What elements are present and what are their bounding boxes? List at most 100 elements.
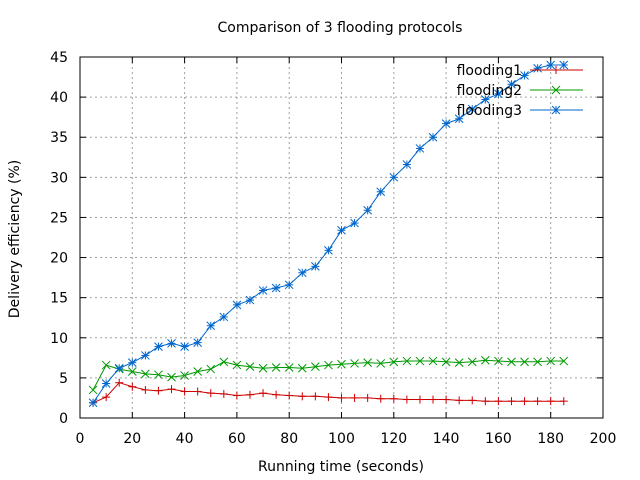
marker-stroke	[363, 205, 373, 215]
data-point	[245, 362, 255, 372]
data-point	[193, 367, 203, 376]
data-point	[259, 389, 268, 398]
marker-stroke	[415, 356, 425, 366]
legend-item-flooding1: flooding1	[457, 63, 583, 79]
marker-stroke	[480, 95, 490, 104]
y-tick-label: 25	[50, 210, 68, 226]
data-point	[559, 60, 569, 70]
marker-stroke	[245, 295, 255, 305]
data-point	[154, 342, 163, 351]
marker-stroke	[467, 357, 477, 367]
data-point	[494, 356, 503, 366]
data-point	[337, 225, 346, 235]
data-point	[324, 360, 333, 370]
data-point	[284, 363, 294, 372]
data-point	[232, 391, 241, 400]
marker-stroke	[415, 144, 425, 153]
data-point	[193, 387, 202, 396]
data-point	[546, 60, 556, 70]
marker-stroke	[533, 63, 542, 73]
x-tick-label: 180	[537, 431, 564, 447]
legend-item-flooding3: flooding3	[457, 103, 583, 119]
marker-stroke	[480, 355, 490, 365]
data-point	[520, 357, 529, 367]
data-point	[219, 389, 228, 398]
data-point	[551, 85, 561, 95]
marker-stroke	[127, 367, 137, 376]
x-tick-label: 160	[485, 431, 512, 447]
data-point	[206, 389, 215, 398]
marker-stroke	[127, 358, 137, 368]
data-point	[507, 79, 516, 89]
data-point	[193, 338, 203, 347]
data-point	[310, 362, 320, 372]
data-point	[324, 245, 333, 255]
data-point	[285, 391, 294, 400]
marker-stroke	[193, 338, 203, 347]
marker-stroke	[271, 363, 281, 372]
marker-stroke	[180, 371, 189, 380]
y-tick-label: 35	[50, 130, 68, 146]
data-point	[454, 114, 464, 124]
data-point	[481, 397, 490, 406]
axis-ticks: 0 20 40 60 80 100 120 140 160 180 200 0 5 10 15 20 25 30 3…	[50, 50, 616, 447]
data-point	[533, 397, 542, 406]
data-point	[101, 360, 111, 370]
marker-stroke	[441, 119, 451, 128]
marker-stroke	[520, 71, 529, 80]
marker-stroke	[284, 363, 294, 372]
marker-stroke	[245, 362, 255, 372]
data-point	[297, 268, 307, 278]
y-tick-label: 5	[59, 371, 68, 387]
marker-stroke	[154, 370, 163, 380]
data-point	[520, 397, 529, 406]
data-point	[480, 355, 490, 365]
data-point	[310, 262, 320, 271]
data-point	[520, 71, 529, 80]
data-point	[428, 356, 438, 366]
marker-stroke	[441, 357, 451, 367]
marker-stroke	[284, 280, 294, 290]
data-point	[468, 396, 477, 405]
marker-stroke	[376, 187, 386, 197]
marker-stroke	[154, 342, 163, 351]
data-point	[128, 382, 137, 391]
data-point	[271, 363, 281, 372]
data-point	[389, 357, 399, 367]
marker-stroke	[402, 160, 412, 169]
data-point	[441, 119, 451, 128]
data-point	[402, 395, 411, 404]
marker-stroke	[454, 358, 464, 368]
data-point	[363, 358, 373, 368]
data-point	[272, 390, 281, 399]
data-point	[494, 89, 503, 99]
data-point	[206, 321, 216, 331]
marker-stroke	[141, 351, 150, 360]
marker-stroke	[232, 300, 242, 310]
marker-stroke	[258, 363, 268, 373]
data-point	[533, 357, 542, 367]
marker-stroke	[350, 359, 359, 368]
data-point	[402, 160, 412, 169]
marker-stroke	[114, 363, 124, 373]
legend-label: flooding2	[457, 83, 522, 99]
data-point	[154, 370, 163, 380]
marker-stroke	[141, 369, 150, 379]
chart-title: Comparison of 3 flooding protocols	[218, 20, 463, 36]
data-point	[546, 356, 556, 366]
marker-stroke	[310, 362, 320, 372]
marker-stroke	[454, 114, 464, 124]
x-tick-label: 200	[590, 431, 617, 447]
marker-stroke	[310, 262, 320, 271]
data-point	[258, 286, 268, 295]
legend-label: flooding3	[457, 103, 522, 119]
data-point	[454, 358, 464, 368]
marker-stroke	[337, 225, 346, 235]
data-point	[415, 395, 424, 404]
data-point	[415, 144, 425, 153]
data-point	[258, 363, 268, 373]
marker-stroke	[193, 367, 203, 376]
marker-stroke	[559, 356, 569, 366]
